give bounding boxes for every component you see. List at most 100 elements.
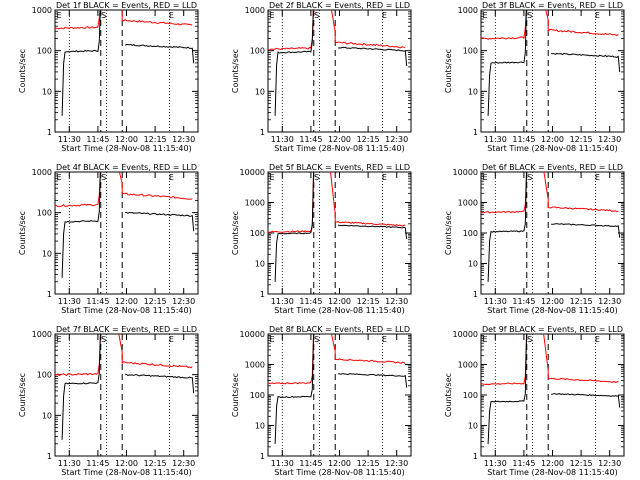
events-series-line	[274, 334, 315, 444]
y-tick-label: 10	[255, 422, 265, 431]
plot-title: Det 3f BLACK = Events, RED = LLD	[482, 1, 623, 10]
x-tick-label: 12:30	[598, 297, 621, 306]
y-tick-label: 10	[42, 411, 52, 420]
events-series-line	[551, 223, 621, 238]
flag-label-e: E	[482, 173, 487, 182]
plot-title: Det 6f BLACK = Events, RED = LLD	[482, 163, 623, 172]
lld-series-line	[543, 172, 619, 213]
y-tick-label: 1000	[458, 6, 478, 15]
y-tick-label: 1	[47, 452, 52, 461]
x-tick-label: 12:15	[570, 297, 593, 306]
lld-series-line	[331, 10, 406, 49]
y-tick-label: 10	[42, 87, 52, 96]
x-tick-label: 11:45	[86, 459, 109, 468]
y-axis-label: Counts/sec	[18, 211, 27, 255]
plot-frame	[480, 333, 625, 457]
x-tick-label: 12:00	[115, 459, 138, 468]
plot-title: Det 4f BLACK = Events, RED = LLD	[56, 163, 197, 172]
y-tick-label: 1	[260, 128, 265, 137]
y-tick-label: 1000	[245, 6, 265, 15]
flag-label-e: E	[169, 173, 174, 182]
lld-series-line	[330, 334, 406, 364]
x-tick-label: 11:30	[484, 135, 507, 144]
plot-panel-2: Det 2f BLACK = Events, RED = LLD 1 10 100 10…	[231, 1, 412, 153]
x-axis-label: Start Time (28-Nov-08 11:15:40)	[274, 144, 404, 153]
plot-frame	[267, 333, 412, 457]
y-tick-label: 1000	[32, 168, 52, 177]
x-tick-label: 12:15	[144, 135, 167, 144]
x-tick-label: 12:15	[570, 135, 593, 144]
x-tick-label: 11:45	[299, 459, 322, 468]
flag-label-s: S	[101, 11, 106, 20]
y-tick-label: 100	[250, 47, 265, 56]
x-tick-label: 11:30	[271, 135, 294, 144]
flag-label-s: S	[527, 173, 532, 182]
x-tick-label: 11:45	[299, 135, 322, 144]
events-series-line	[551, 52, 621, 73]
y-tick-label: 10	[255, 87, 265, 96]
flag-label-e: E	[482, 11, 487, 20]
y-tick-label: 1	[47, 128, 52, 137]
x-tick-label: 12:30	[172, 297, 195, 306]
flag-label-s: S	[101, 173, 106, 182]
events-series-line	[551, 393, 621, 408]
events-series-line	[124, 373, 195, 394]
flag-label-e: E	[382, 11, 387, 20]
y-axis-label: Counts/sec	[444, 49, 453, 93]
flag-label-e: E	[482, 335, 487, 344]
x-tick-label: 11:30	[58, 135, 81, 144]
y-tick-label: 10	[42, 249, 52, 258]
x-tick-label: 12:00	[541, 459, 564, 468]
flag-label-e: E	[56, 173, 61, 182]
plot-title: Det 9f BLACK = Events, RED = LLD	[482, 325, 623, 334]
y-tick-label: 100	[463, 391, 478, 400]
plot-title: Det 2f BLACK = Events, RED = LLD	[269, 1, 410, 10]
x-tick-label: 12:00	[115, 297, 138, 306]
x-tick-label: 12:00	[328, 459, 351, 468]
y-tick-label: 10000	[453, 168, 478, 177]
x-tick-label: 11:45	[512, 459, 535, 468]
y-axis-label: Counts/sec	[444, 373, 453, 417]
x-tick-label: 11:45	[512, 135, 535, 144]
lld-series-line	[481, 334, 528, 386]
plot-panel-4: Det 4f BLACK = Events, RED = LLD 1 10 100 10…	[18, 163, 199, 315]
lld-series-line	[118, 172, 193, 200]
y-tick-label: 100	[37, 47, 52, 56]
lld-series-line	[118, 334, 193, 369]
flag-label-e: E	[595, 173, 600, 182]
y-tick-label: 1000	[458, 361, 478, 370]
y-tick-label: 100	[250, 391, 265, 400]
flag-label-e: E	[382, 335, 387, 344]
events-series-line	[61, 10, 101, 116]
x-tick-label: 11:45	[299, 297, 322, 306]
x-tick-label: 12:30	[172, 459, 195, 468]
flag-label-e: E	[56, 335, 61, 344]
y-tick-label: 10	[468, 422, 478, 431]
events-series-line	[338, 46, 408, 67]
plot-frame	[54, 333, 199, 457]
flag-label-s: S	[314, 11, 319, 20]
x-tick-label: 12:30	[385, 297, 408, 306]
y-tick-label: 100	[37, 371, 52, 380]
x-axis-label: Start Time (28-Nov-08 11:15:40)	[487, 306, 617, 315]
y-axis-label: Counts/sec	[18, 373, 27, 417]
x-tick-label: 11:30	[58, 297, 81, 306]
y-axis-label: Counts/sec	[444, 211, 453, 255]
x-tick-label: 11:30	[484, 459, 507, 468]
lld-series-line	[268, 334, 315, 385]
y-tick-label: 1000	[32, 330, 52, 339]
events-series-line	[487, 334, 528, 444]
flag-label-e: E	[595, 11, 600, 20]
y-tick-label: 1000	[458, 199, 478, 208]
plot-title: Det 5f BLACK = Events, RED = LLD	[269, 163, 410, 172]
y-tick-label: 1	[260, 290, 265, 299]
plot-frame	[480, 171, 625, 295]
flag-label-e: E	[382, 173, 387, 182]
y-tick-label: 100	[37, 209, 52, 218]
y-tick-label: 1000	[32, 6, 52, 15]
plot-frame	[267, 171, 412, 295]
y-tick-label: 10	[468, 87, 478, 96]
lld-series-line	[55, 172, 101, 208]
y-tick-label: 1000	[245, 199, 265, 208]
